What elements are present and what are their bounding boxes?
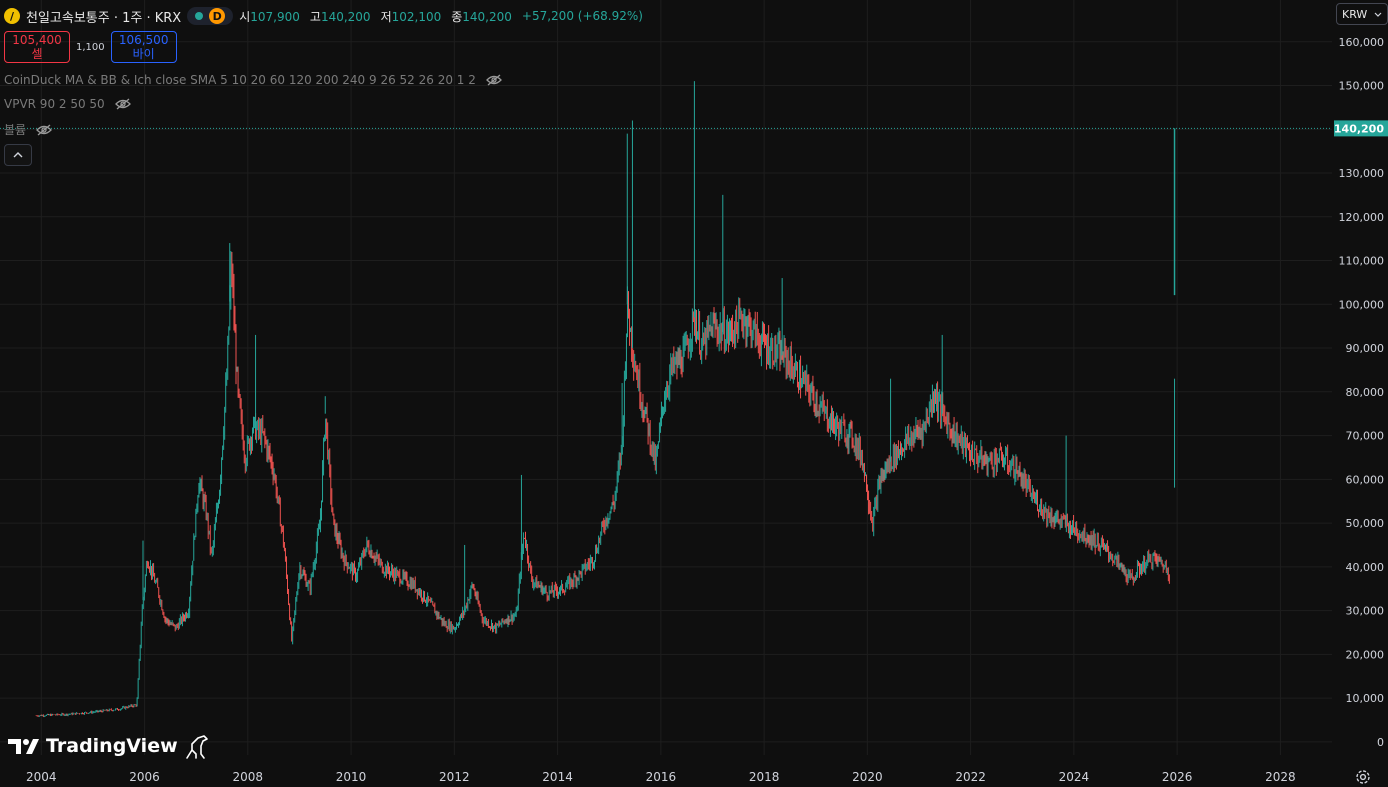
- market-status-pill[interactable]: D: [187, 7, 234, 25]
- chart-grid: [0, 0, 1332, 755]
- tradingview-wordmark: TradingView: [46, 735, 178, 757]
- x-tick-label: 2006: [129, 770, 160, 784]
- last-price-label: 140,200: [1334, 122, 1384, 135]
- y-tick-label: 120,000: [1339, 211, 1385, 224]
- x-tick-label: 2004: [26, 770, 57, 784]
- x-tick-label: 2022: [955, 770, 986, 784]
- delayed-data-badge: D: [209, 8, 226, 24]
- indicator-row-volume[interactable]: 볼륨: [4, 121, 53, 138]
- y-tick-label: 150,000: [1339, 80, 1385, 93]
- x-tick-label: 2024: [1059, 770, 1090, 784]
- y-tick-label: 160,000: [1339, 36, 1385, 49]
- chevron-up-icon: [13, 152, 23, 158]
- ohlc-low: 저102,100: [380, 9, 442, 24]
- hidden-eye-icon[interactable]: [36, 124, 53, 136]
- y-tick-label: 90,000: [1346, 342, 1385, 355]
- sell-price: 105,400: [12, 33, 62, 47]
- chevron-down-icon: [1374, 12, 1382, 17]
- price-change: +57,200 (+68.92%): [521, 9, 643, 23]
- x-tick-label: 2012: [439, 770, 470, 784]
- buy-price: 106,500: [118, 33, 169, 47]
- sell-button[interactable]: 105,400 셀: [4, 31, 70, 63]
- y-tick-label: 100,000: [1339, 298, 1385, 311]
- collapse-indicators-button[interactable]: [4, 144, 32, 166]
- y-tick-label: 40,000: [1346, 561, 1385, 574]
- symbol-title[interactable]: 천일고속보통주 · 1주 · KRX: [26, 10, 182, 26]
- y-tick-label: 20,000: [1346, 648, 1385, 661]
- x-tick-label: 2020: [852, 770, 883, 784]
- y-tick-label: 50,000: [1346, 517, 1385, 530]
- ohlc-open: 시107,900: [239, 9, 300, 24]
- ohlc-high: 고140,200: [309, 9, 371, 24]
- ohlc-close: 종140,200: [451, 9, 512, 24]
- y-tick-label: 30,000: [1346, 605, 1385, 618]
- indicator-label: VPVR 90 2 50 50: [4, 97, 105, 111]
- y-tick-label: 70,000: [1346, 430, 1385, 443]
- indicator-row-ma[interactable]: CoinDuck MA & BB & Ich close SMA 5 10 20…: [4, 73, 502, 87]
- symbol-header: / 천일고속보통주 · 1주 · KRX D 시107,900 고140,200…: [4, 6, 643, 26]
- symbol-logo-icon: /: [4, 8, 20, 24]
- indicator-label: 볼륨: [4, 123, 27, 137]
- market-open-dot-icon: [195, 12, 204, 20]
- indicator-label: CoinDuck MA & BB & Ich close SMA 5 10 20…: [4, 73, 476, 87]
- hidden-eye-icon[interactable]: [485, 74, 502, 86]
- settings-gear-icon[interactable]: [1354, 768, 1372, 786]
- x-tick-label: 2014: [542, 770, 573, 784]
- candles: [35, 81, 1176, 718]
- spread-value: 1,100: [76, 41, 105, 53]
- x-tick-label: 2016: [646, 770, 677, 784]
- axes: 0 10,000 20,000 30,000 40,000 50,000 60,000 70,…: [0, 36, 1388, 784]
- y-tick-label: 110,000: [1339, 255, 1385, 268]
- x-tick-label: 2026: [1162, 770, 1193, 784]
- trade-panel: 105,400 셀 1,100 106,500 바이: [4, 31, 177, 63]
- x-tick-label: 2010: [336, 770, 367, 784]
- currency-label: KRW: [1342, 7, 1368, 21]
- currency-select[interactable]: KRW: [1336, 3, 1388, 25]
- y-tick-label: 130,000: [1339, 167, 1385, 180]
- x-tick-label: 2008: [233, 770, 264, 784]
- sell-label: 셀: [31, 47, 43, 61]
- x-tick-label: 2028: [1265, 770, 1296, 784]
- indicator-row-vpvr[interactable]: VPVR 90 2 50 50: [4, 97, 131, 111]
- tradingview-logo-icon: [8, 739, 39, 754]
- y-tick-label: 0: [1377, 736, 1384, 749]
- y-tick-label: 60,000: [1346, 473, 1385, 486]
- last-price-tag: [1334, 120, 1388, 137]
- hidden-eye-icon[interactable]: [114, 98, 131, 110]
- dinosaur-icon: [185, 735, 208, 759]
- y-tick-label: 80,000: [1346, 386, 1385, 399]
- buy-label: 바이: [132, 47, 155, 61]
- buy-button[interactable]: 106,500 바이: [110, 31, 177, 63]
- tradingview-watermark: TradingView: [8, 732, 210, 760]
- x-tick-label: 2018: [749, 770, 780, 784]
- y-tick-label: 10,000: [1346, 692, 1385, 705]
